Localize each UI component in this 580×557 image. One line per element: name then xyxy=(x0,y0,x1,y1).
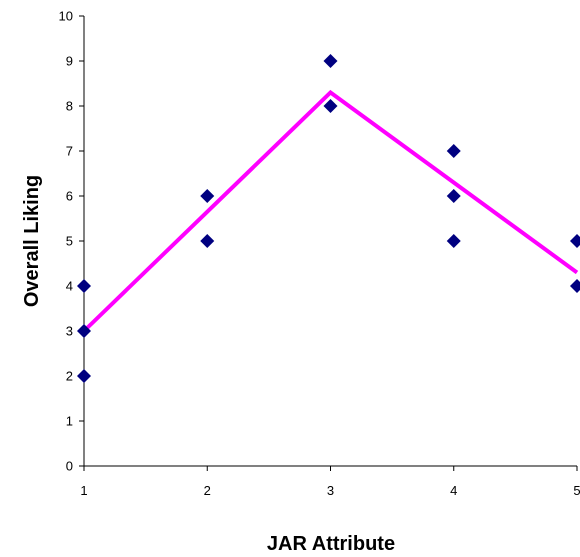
data-point xyxy=(570,234,580,248)
y-tick-label: 7 xyxy=(66,144,73,159)
y-axis-title: Overall Liking xyxy=(21,175,43,307)
y-tick-label: 4 xyxy=(66,279,73,294)
data-point xyxy=(77,324,91,338)
x-tick-label: 2 xyxy=(204,483,211,498)
data-point xyxy=(570,279,580,293)
y-tick-label: 8 xyxy=(66,99,73,114)
y-tick-label: 0 xyxy=(66,459,73,474)
y-tick-label: 5 xyxy=(66,234,73,249)
data-point xyxy=(323,99,338,113)
data-point xyxy=(77,369,91,383)
data-point xyxy=(200,234,215,248)
x-tick-label: 4 xyxy=(450,483,457,498)
y-tick-label: 10 xyxy=(59,9,73,24)
x-tick-label: 3 xyxy=(327,483,334,498)
data-point xyxy=(446,144,461,158)
data-point xyxy=(323,54,338,68)
data-point xyxy=(446,189,461,203)
y-tick-label: 9 xyxy=(66,54,73,69)
data-point xyxy=(446,234,461,248)
x-axis-title: JAR Attribute xyxy=(267,533,395,555)
y-tick-label: 3 xyxy=(66,324,73,339)
data-point xyxy=(77,279,91,293)
x-tick-label: 5 xyxy=(573,483,580,498)
x-tick-label: 1 xyxy=(80,483,87,498)
y-tick-label: 2 xyxy=(66,369,73,384)
fit-line xyxy=(82,89,579,333)
y-tick-label: 1 xyxy=(66,414,73,429)
y-tick-label: 6 xyxy=(66,189,73,204)
data-point xyxy=(200,189,215,203)
